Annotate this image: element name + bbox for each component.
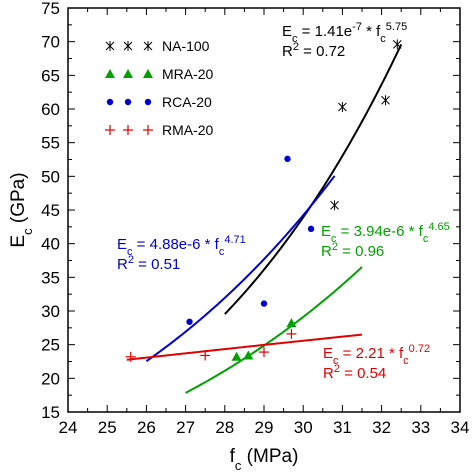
- x-tick-label: 33: [411, 418, 430, 437]
- legend-marker: [143, 41, 153, 51]
- data-point-na-100: [338, 101, 347, 112]
- plot-area-frame: [67, 7, 461, 413]
- legend-marker: [123, 69, 133, 78]
- x-tick-label: 30: [294, 418, 313, 437]
- y-tick-label: 40: [41, 235, 60, 254]
- legend-item-na-100: NA-100: [105, 38, 210, 54]
- legend-item-rma-20: RMA-20: [105, 122, 214, 138]
- legend-marker: [123, 41, 133, 51]
- data-point-rma-20: [286, 328, 297, 339]
- legend-marker: [106, 98, 114, 106]
- y-tick-label: 45: [41, 201, 60, 220]
- legend-marker: [144, 98, 152, 106]
- legend-label: MRA-20: [162, 66, 214, 82]
- legend-label: NA-100: [162, 38, 210, 54]
- data-point-mra-20: [231, 351, 242, 361]
- legend-label: RMA-20: [162, 122, 214, 138]
- x-tick-label: 34: [451, 418, 470, 437]
- data-point-mra-20: [286, 318, 297, 328]
- fit-equation-text: Ec = 1.41e-7 * fc5.75: [282, 21, 407, 45]
- y-tick-label: 60: [41, 100, 60, 119]
- r-squared-text: R2 = 0.72: [282, 41, 345, 60]
- x-tick-label: 31: [333, 418, 352, 437]
- y-tick-label: 70: [41, 33, 60, 52]
- r-squared-text: R2 = 0.51: [117, 254, 180, 273]
- data-point-rma-20: [125, 351, 136, 362]
- legend-item-mra-20: MRA-20: [105, 66, 214, 82]
- fit-equation-text: Ec = 3.94e-6 * fc4.65: [321, 221, 450, 245]
- legend: NA-100 MRA-20 RCA-20 RMA-20: [105, 38, 214, 138]
- fit-equation-text: Ec = 2.21 * fc0.72: [323, 343, 430, 367]
- y-tick-label: 30: [41, 302, 60, 321]
- legend-marker: [105, 125, 115, 135]
- y-tick-label: 25: [41, 336, 60, 355]
- legend-marker: [105, 69, 115, 78]
- legend-marker: [124, 98, 132, 106]
- axis-ticks: 24 25 26 27 28 29 30 31 32 33 34 15 20 25 30 35 40 45 50 55…: [41, 0, 469, 437]
- x-tick-label: 32: [372, 418, 391, 437]
- fit-curve-mra-20: [185, 266, 363, 394]
- fit-equation-text: Ec = 4.88e-6 * fc4.71: [117, 234, 246, 258]
- y-tick-label: 20: [41, 369, 60, 388]
- data-points: [125, 39, 402, 362]
- fit-curve-rca-20: [145, 175, 336, 363]
- data-point-na-100: [392, 39, 402, 50]
- x-tick-label: 26: [137, 418, 156, 437]
- y-tick-label: 15: [41, 403, 60, 422]
- data-point-rma-20: [200, 350, 211, 361]
- data-point-na-100: [330, 200, 339, 211]
- legend-item-rca-20: RCA-20: [106, 94, 212, 110]
- data-point-rca-20: [260, 300, 268, 307]
- legend-label: RCA-20: [162, 94, 212, 110]
- legend-marker: [123, 125, 133, 135]
- y-tick-label: 50: [41, 167, 60, 186]
- data-point-rca-20: [307, 225, 315, 233]
- y-tick-label: 65: [41, 66, 60, 85]
- fit-curve-rma-20: [126, 333, 363, 361]
- y-tick-label: 35: [41, 268, 60, 287]
- data-point-rca-20: [186, 318, 193, 325]
- y-axis-title: Ec (GPa): [8, 172, 35, 247]
- data-point-rca-20: [284, 155, 291, 163]
- fit-curves: [126, 44, 403, 394]
- legend-marker: [143, 125, 153, 135]
- data-point-na-100: [381, 95, 390, 106]
- y-tick-label: 55: [41, 134, 60, 153]
- x-tick-label: 29: [255, 418, 274, 437]
- y-tick-label: 75: [41, 0, 60, 18]
- x-tick-label: 28: [215, 418, 234, 437]
- data-point-rma-20: [259, 347, 269, 358]
- legend-marker: [143, 69, 153, 78]
- legend-marker: [105, 41, 115, 51]
- r-squared-text: R2 = 0.96: [321, 241, 384, 260]
- data-point-mra-20: [243, 350, 254, 360]
- x-tick-label: 27: [176, 418, 195, 437]
- r-squared-text: R2 = 0.54: [323, 363, 386, 382]
- x-axis-title: fc (MPa): [230, 446, 299, 472]
- x-tick-label: 24: [59, 418, 78, 437]
- x-tick-label: 25: [98, 418, 117, 437]
